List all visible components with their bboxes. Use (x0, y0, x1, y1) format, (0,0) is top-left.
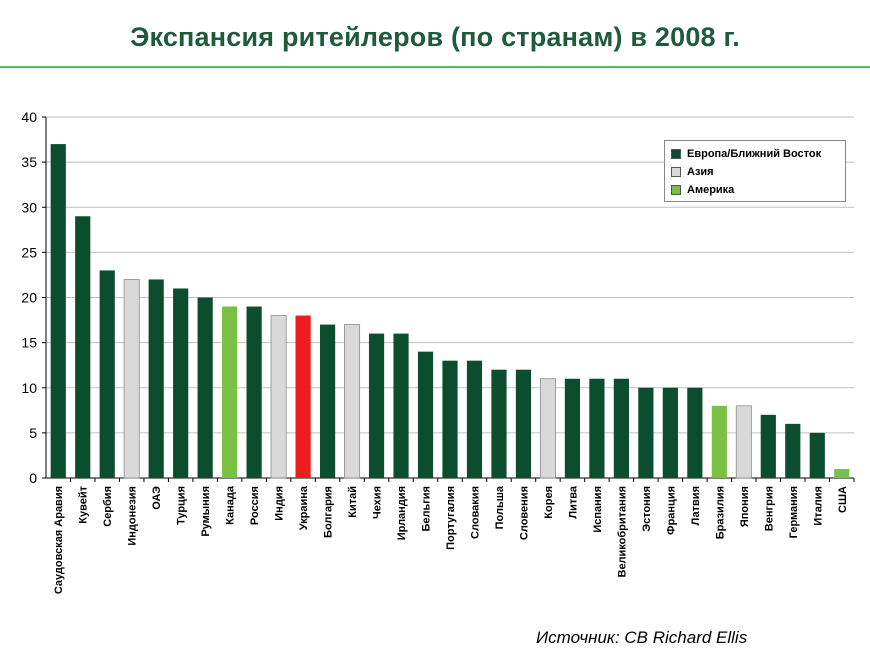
bar (246, 306, 262, 478)
y-tick-label: 15 (21, 335, 37, 351)
x-tick-label: Саудовская Аравия (53, 486, 65, 594)
y-tick-label: 30 (21, 199, 37, 215)
bar (735, 405, 752, 479)
x-tick-label: Бельгия (421, 486, 433, 532)
x-tick-label: Румыния (200, 486, 212, 537)
y-tick-label: 40 (21, 109, 37, 125)
bar (417, 351, 434, 478)
x-tick-label: Индия (274, 486, 286, 521)
y-tick-label: 10 (21, 380, 37, 396)
legend-item-europe: Европа/Ближний Восток (671, 145, 839, 163)
bar (638, 387, 654, 478)
bar (75, 216, 91, 478)
x-tick-label: Литва (567, 485, 579, 518)
x-tick-label: Испания (592, 486, 604, 533)
bar (368, 333, 385, 478)
x-tick-label: Китай (347, 486, 359, 518)
legend-swatch-america (671, 185, 681, 195)
x-tick-label: Ирландия (396, 486, 408, 540)
bar (222, 306, 238, 478)
bar (466, 360, 483, 478)
bar (662, 387, 678, 478)
bar (613, 378, 629, 478)
bar (687, 387, 703, 478)
bar (564, 378, 581, 478)
bar (344, 324, 361, 479)
x-tick-label: Португалия (445, 486, 457, 550)
x-tick-label: Корея (543, 486, 555, 519)
x-tick-label: Россия (249, 486, 261, 525)
x-tick-label: Сербия (102, 486, 114, 527)
x-tick-label: Латвия (690, 486, 702, 525)
chart-legend: Европа/Ближний Восток Азия Америка (664, 140, 846, 202)
x-tick-label: Италия (812, 486, 824, 526)
bar (589, 378, 605, 478)
bar (760, 414, 776, 478)
bar (442, 360, 458, 478)
bar (711, 405, 727, 478)
legend-label-asia: Азия (687, 166, 714, 178)
y-tick-label: 25 (21, 244, 37, 260)
bar (491, 369, 507, 478)
legend-label-america: Америка (687, 184, 735, 196)
legend-label-europe: Европа/Ближний Восток (687, 148, 822, 160)
bar (270, 315, 287, 479)
x-tick-label: Украина (298, 485, 310, 530)
bar (834, 468, 850, 478)
x-tick-label: Словакия (469, 486, 481, 539)
bar (148, 279, 164, 478)
bar (785, 423, 801, 478)
legend-item-america: Америка (671, 181, 839, 199)
bar (173, 288, 189, 478)
x-tick-label: Чехия (372, 486, 384, 519)
x-tick-label: Германия (788, 486, 800, 538)
title-divider (0, 66, 870, 68)
y-tick-label: 35 (21, 154, 37, 170)
x-tick-label: Индонезия (127, 486, 139, 546)
source-note: Источник: CB Richard Ellis (536, 628, 748, 647)
legend-item-asia: Азия (671, 163, 839, 181)
bar (123, 279, 140, 479)
y-tick-label: 5 (29, 425, 37, 441)
x-tick-label: Эстония (641, 486, 653, 532)
legend-swatch-europe (671, 149, 681, 159)
x-tick-label: ОАЭ (151, 486, 163, 510)
bar (515, 369, 532, 478)
bar (99, 270, 115, 478)
x-tick-label: Великобритания (616, 486, 628, 578)
legend-swatch-asia (671, 167, 681, 177)
bar (319, 324, 336, 478)
x-tick-label: Польша (494, 485, 506, 529)
y-tick-label: 0 (29, 470, 37, 486)
x-tick-label: Бразилия (714, 486, 726, 539)
bar (197, 297, 213, 478)
chart-title: Экспансия ритейлеров (по странам) в 2008… (130, 22, 740, 52)
x-tick-label: Болгария (323, 486, 335, 538)
y-tick-label: 20 (21, 290, 37, 306)
x-tick-label: Словения (518, 486, 530, 540)
x-tick-label: Венгрия (763, 486, 775, 531)
bar (50, 144, 66, 478)
x-tick-label: США (837, 486, 849, 513)
x-tick-label: Канада (225, 485, 237, 525)
x-tick-label: Кувейт (78, 485, 90, 523)
bar (393, 333, 409, 478)
x-tick-label: Япония (739, 486, 751, 527)
bar (809, 432, 825, 478)
bar (539, 378, 556, 479)
x-tick-label: Турция (176, 486, 188, 525)
x-tick-label: Франция (665, 486, 677, 535)
bar (295, 315, 311, 478)
